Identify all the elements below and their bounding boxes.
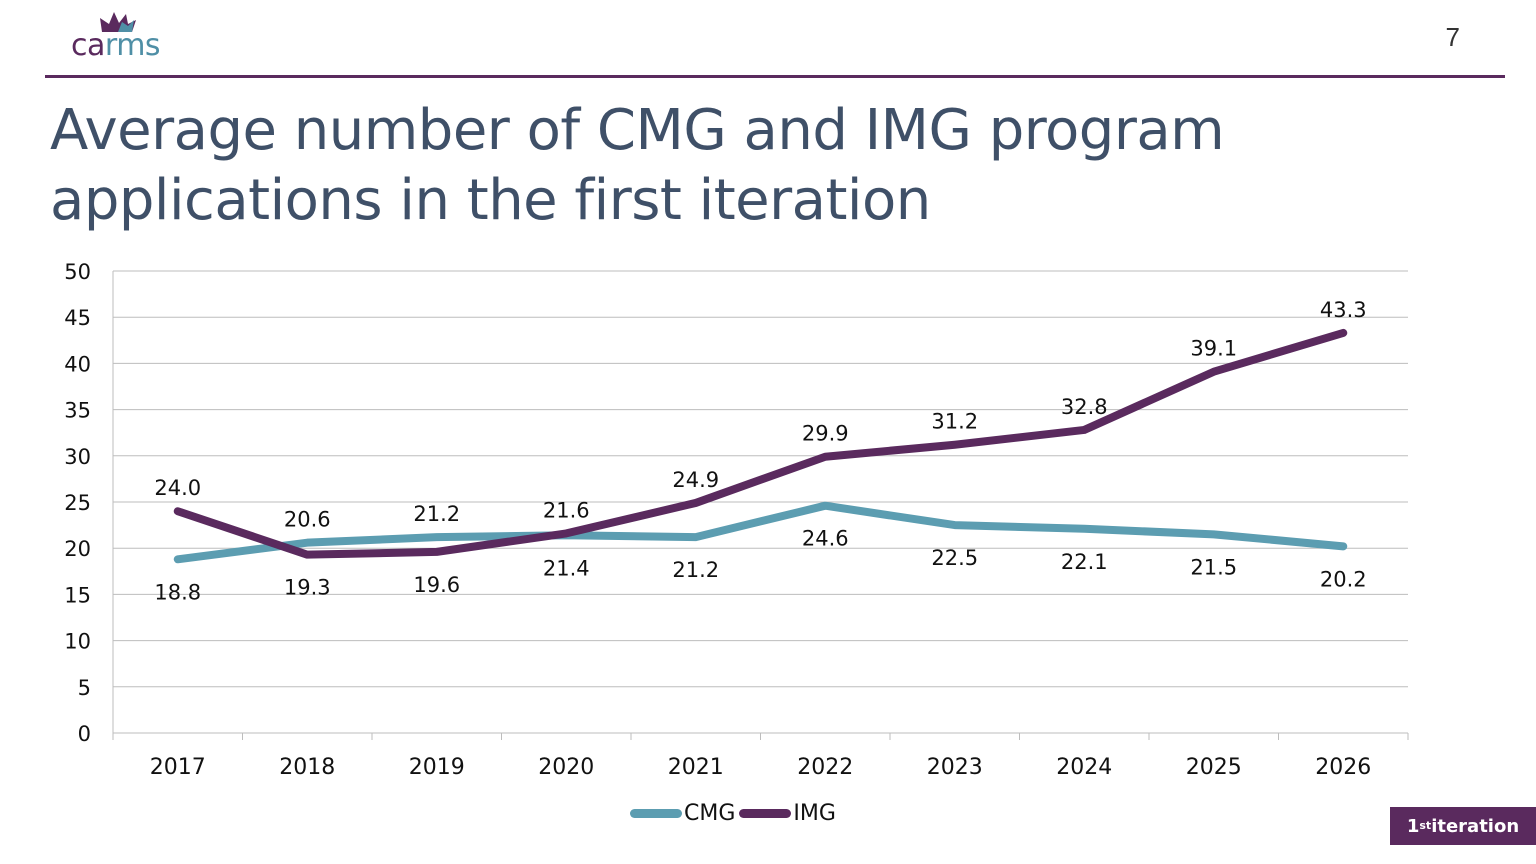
- series-line-cmg: [173, 501, 1348, 564]
- data-label-img: 32.8: [1061, 395, 1108, 419]
- carms-logo: carms: [68, 8, 178, 66]
- x-tick-label: 2025: [1186, 755, 1242, 780]
- data-label-cmg: 18.8: [154, 580, 201, 604]
- badge-number: 1: [1406, 815, 1420, 837]
- data-label-img: 19.6: [413, 573, 460, 597]
- x-tick-label: 2022: [797, 755, 853, 780]
- header-divider: [45, 75, 1505, 78]
- crown-icon: [100, 12, 136, 32]
- data-label-cmg: 22.1: [1061, 550, 1108, 574]
- data-label-cmg: 21.2: [672, 558, 719, 582]
- data-label-cmg: 24.6: [802, 527, 849, 551]
- y-tick-label: 30: [64, 445, 91, 469]
- data-label-img: 43.3: [1320, 298, 1367, 322]
- x-tick-label: 2023: [927, 755, 983, 780]
- data-label-img: 19.3: [284, 576, 331, 600]
- data-label-cmg: 20.6: [284, 508, 331, 532]
- legend-swatch-cmg: [630, 808, 682, 818]
- y-tick-label: 0: [78, 722, 91, 746]
- logo-rms: rms: [104, 28, 161, 63]
- series-line-img: [173, 328, 1348, 559]
- x-tick-label: 2020: [538, 755, 594, 780]
- y-tick-label: 45: [64, 306, 91, 330]
- data-label-img: 21.6: [543, 498, 590, 522]
- x-tick-label: 2017: [150, 755, 206, 780]
- badge-label: iteration: [1431, 815, 1520, 837]
- data-label-cmg: 21.2: [413, 502, 460, 526]
- data-label-cmg: 21.4: [543, 556, 590, 580]
- legend-swatch-img: [739, 808, 792, 818]
- y-tick-label: 50: [64, 260, 91, 284]
- legend-label-img: IMG: [793, 800, 836, 826]
- y-tick-label: 25: [64, 491, 91, 515]
- data-label-img: 29.9: [802, 422, 849, 446]
- legend-label-cmg: CMG: [684, 800, 736, 826]
- data-label-img: 24.9: [672, 468, 719, 492]
- x-tick-label: 2024: [1056, 755, 1112, 780]
- data-label-img: 31.2: [931, 410, 978, 434]
- data-label-cmg: 21.5: [1190, 555, 1237, 579]
- y-tick-label: 5: [78, 676, 91, 700]
- y-tick-label: 10: [64, 630, 91, 654]
- page-number: 7: [1445, 22, 1460, 52]
- y-tick-label: 40: [64, 352, 91, 376]
- y-tick-label: 35: [64, 399, 91, 423]
- legend-item-img: IMG: [739, 801, 836, 826]
- x-tick-label: 2026: [1315, 755, 1371, 780]
- x-tick-label: 2018: [279, 755, 335, 780]
- logo-ca: ca: [71, 28, 105, 63]
- chart-area: 0 5 10 15 20 25 30 35 40 45 50 2017 2018 2019 2020 2021…: [0, 250, 1536, 810]
- x-tick-label: 2021: [668, 755, 724, 780]
- data-label-img: 39.1: [1190, 337, 1237, 361]
- y-tick-label: 20: [64, 537, 91, 561]
- data-label-img: 24.0: [154, 476, 201, 500]
- y-tick-label: 15: [64, 583, 91, 607]
- data-label-cmg: 20.2: [1320, 567, 1367, 591]
- slide-title: Average number of CMG and IMG program ap…: [50, 98, 1225, 233]
- x-tick-label: 2019: [409, 755, 465, 780]
- legend-item-cmg: CMG: [630, 801, 735, 826]
- logo-wordmark: carms: [71, 28, 161, 63]
- chart-legend: CMG IMG: [630, 798, 836, 828]
- data-label-cmg: 22.5: [931, 546, 978, 570]
